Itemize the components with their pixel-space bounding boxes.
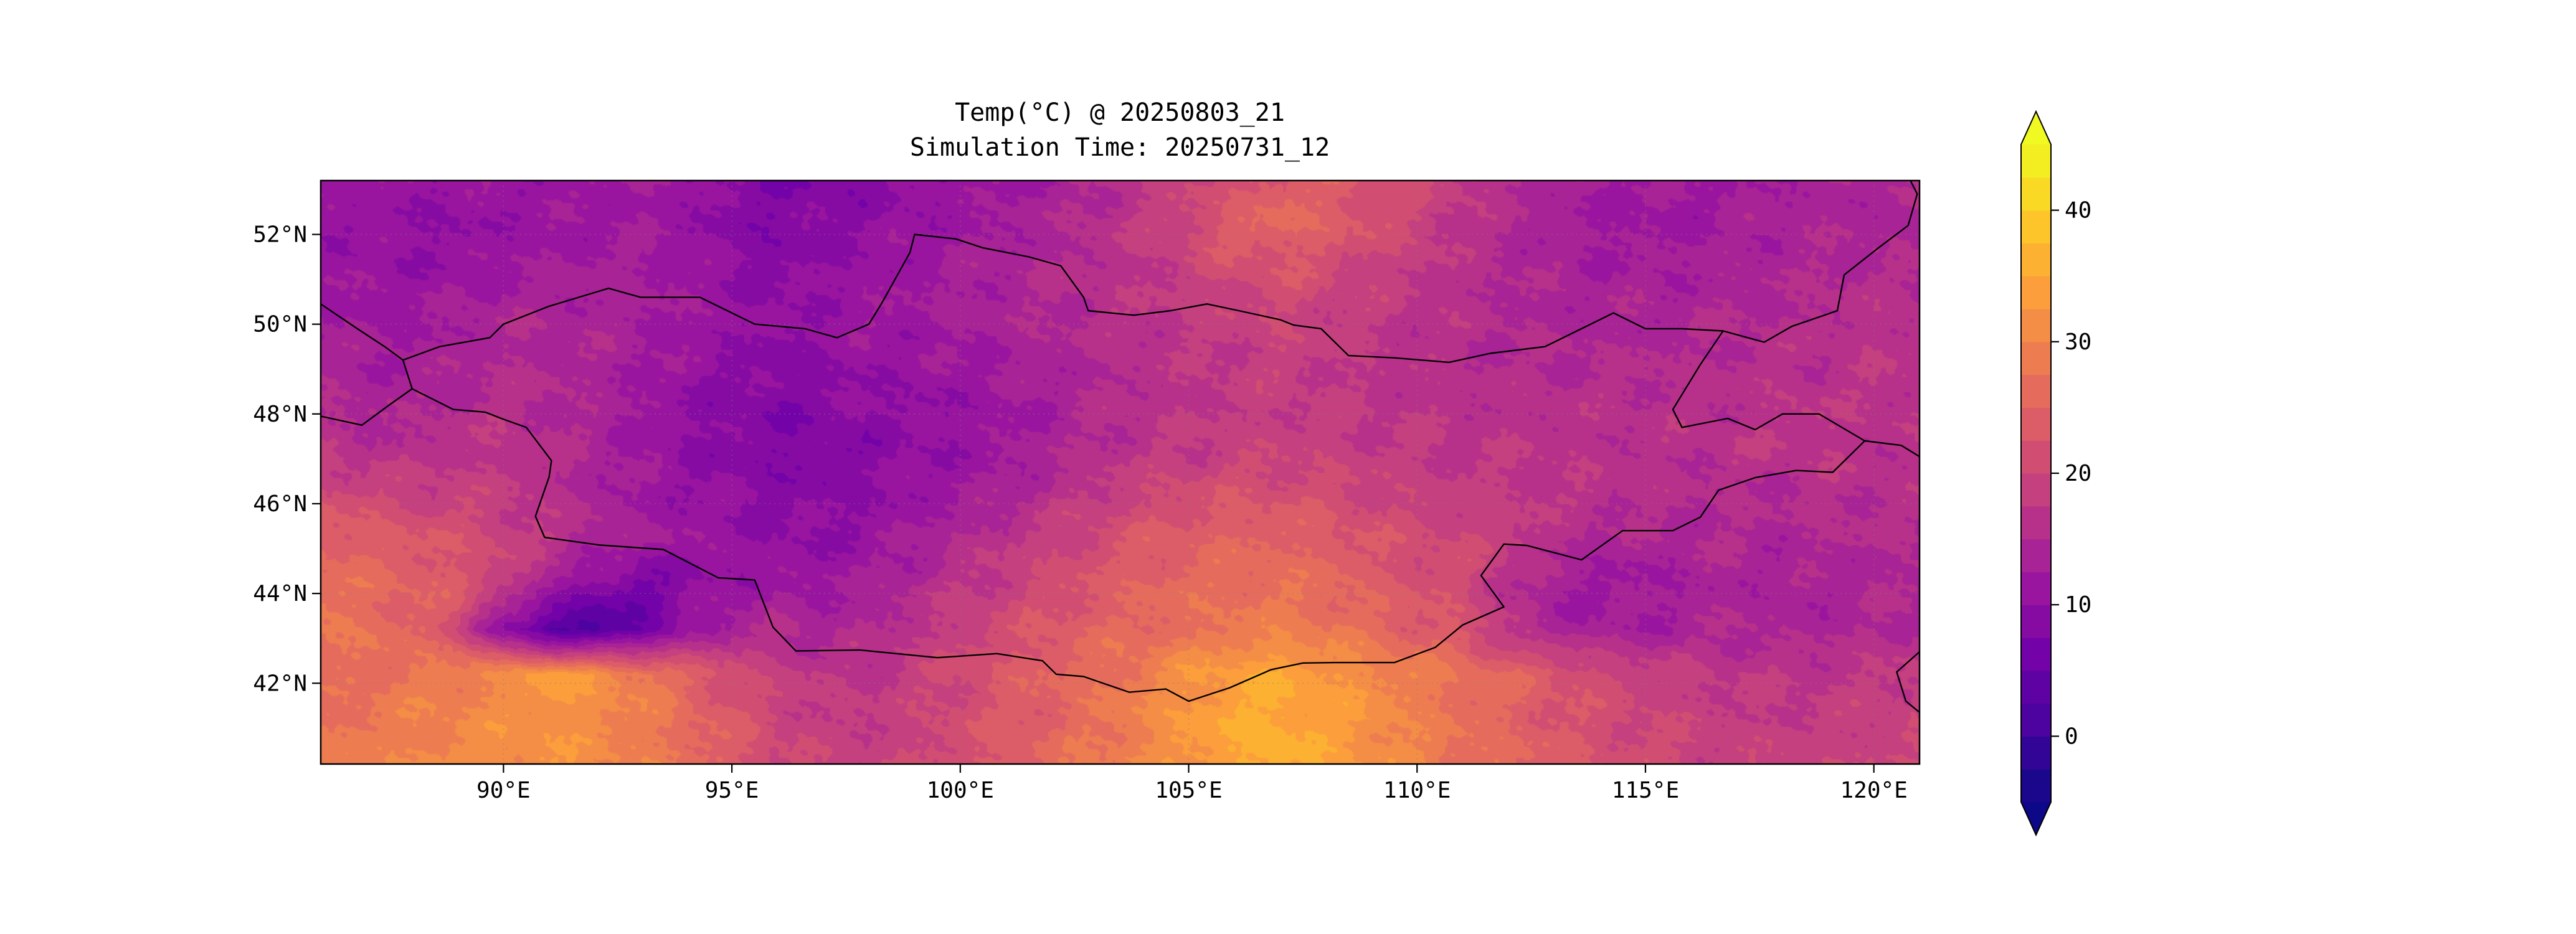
colorbar-tick-label: 40 [2065,198,2091,224]
colorbar-tick-label: 0 [2065,724,2078,749]
chart-title: Temp(°C) @ 20250803_21 [955,98,1285,127]
colorbar-band [2021,210,2051,243]
colorbar-band [2021,374,2051,408]
colorbar-band [2021,243,2051,276]
colorbar-band [2021,638,2051,671]
colorbar-tick-label: 20 [2065,461,2091,486]
y-tick-label: 52°N [253,222,307,247]
colorbar-band [2021,276,2051,309]
colorbar-band [2021,572,2051,605]
colorbar-band [2021,341,2051,375]
y-tick-label: 42°N [253,671,307,696]
colorbar-band [2021,473,2051,507]
colorbar-tick-label: 30 [2065,329,2091,355]
colorbar-band [2021,177,2051,211]
x-tick-label: 90°E [476,778,531,803]
colorbar-tick-label: 10 [2065,592,2091,618]
colorbar-band [2021,605,2051,638]
y-tick-label: 46°N [253,491,307,517]
colorbar-band [2021,440,2051,474]
colorbar-band [2021,407,2051,441]
colorbar-band [2021,670,2051,704]
x-tick-label: 120°E [1840,778,1907,803]
x-tick-label: 105°E [1155,778,1222,803]
colorbar-extend-min [2021,802,2051,835]
colorbar-band [2021,703,2051,737]
colorbar-band [2021,144,2051,178]
colorbar-band [2021,736,2051,770]
colorbar-band [2021,769,2051,803]
y-tick-label: 44°N [253,581,307,606]
colorbar-band [2021,506,2051,540]
colorbar-band [2021,309,2051,342]
x-tick-label: 95°E [705,778,759,803]
colorbar-extend-max [2021,111,2051,144]
x-tick-label: 100°E [927,778,994,803]
x-tick-label: 110°E [1383,778,1451,803]
plot-area [321,181,1920,764]
y-tick-label: 50°N [253,312,307,337]
temperature-field-canvas [321,181,1920,764]
colorbar-outline [2020,110,2052,837]
chart-subtitle: Simulation Time: 20250731_12 [909,133,1330,162]
colorbar-band [2021,539,2051,572]
x-axis: 90°E 95°E 100°E 105°E 110°E 115°E 120°E [476,764,1908,803]
x-tick-label: 115°E [1612,778,1679,803]
y-axis: 42°N 44°N 46°N 48°N 50°N 52°N [253,222,321,696]
y-tick-label: 48°N [253,402,307,427]
colorbar: 0 10 20 30 40 [2020,110,2091,837]
